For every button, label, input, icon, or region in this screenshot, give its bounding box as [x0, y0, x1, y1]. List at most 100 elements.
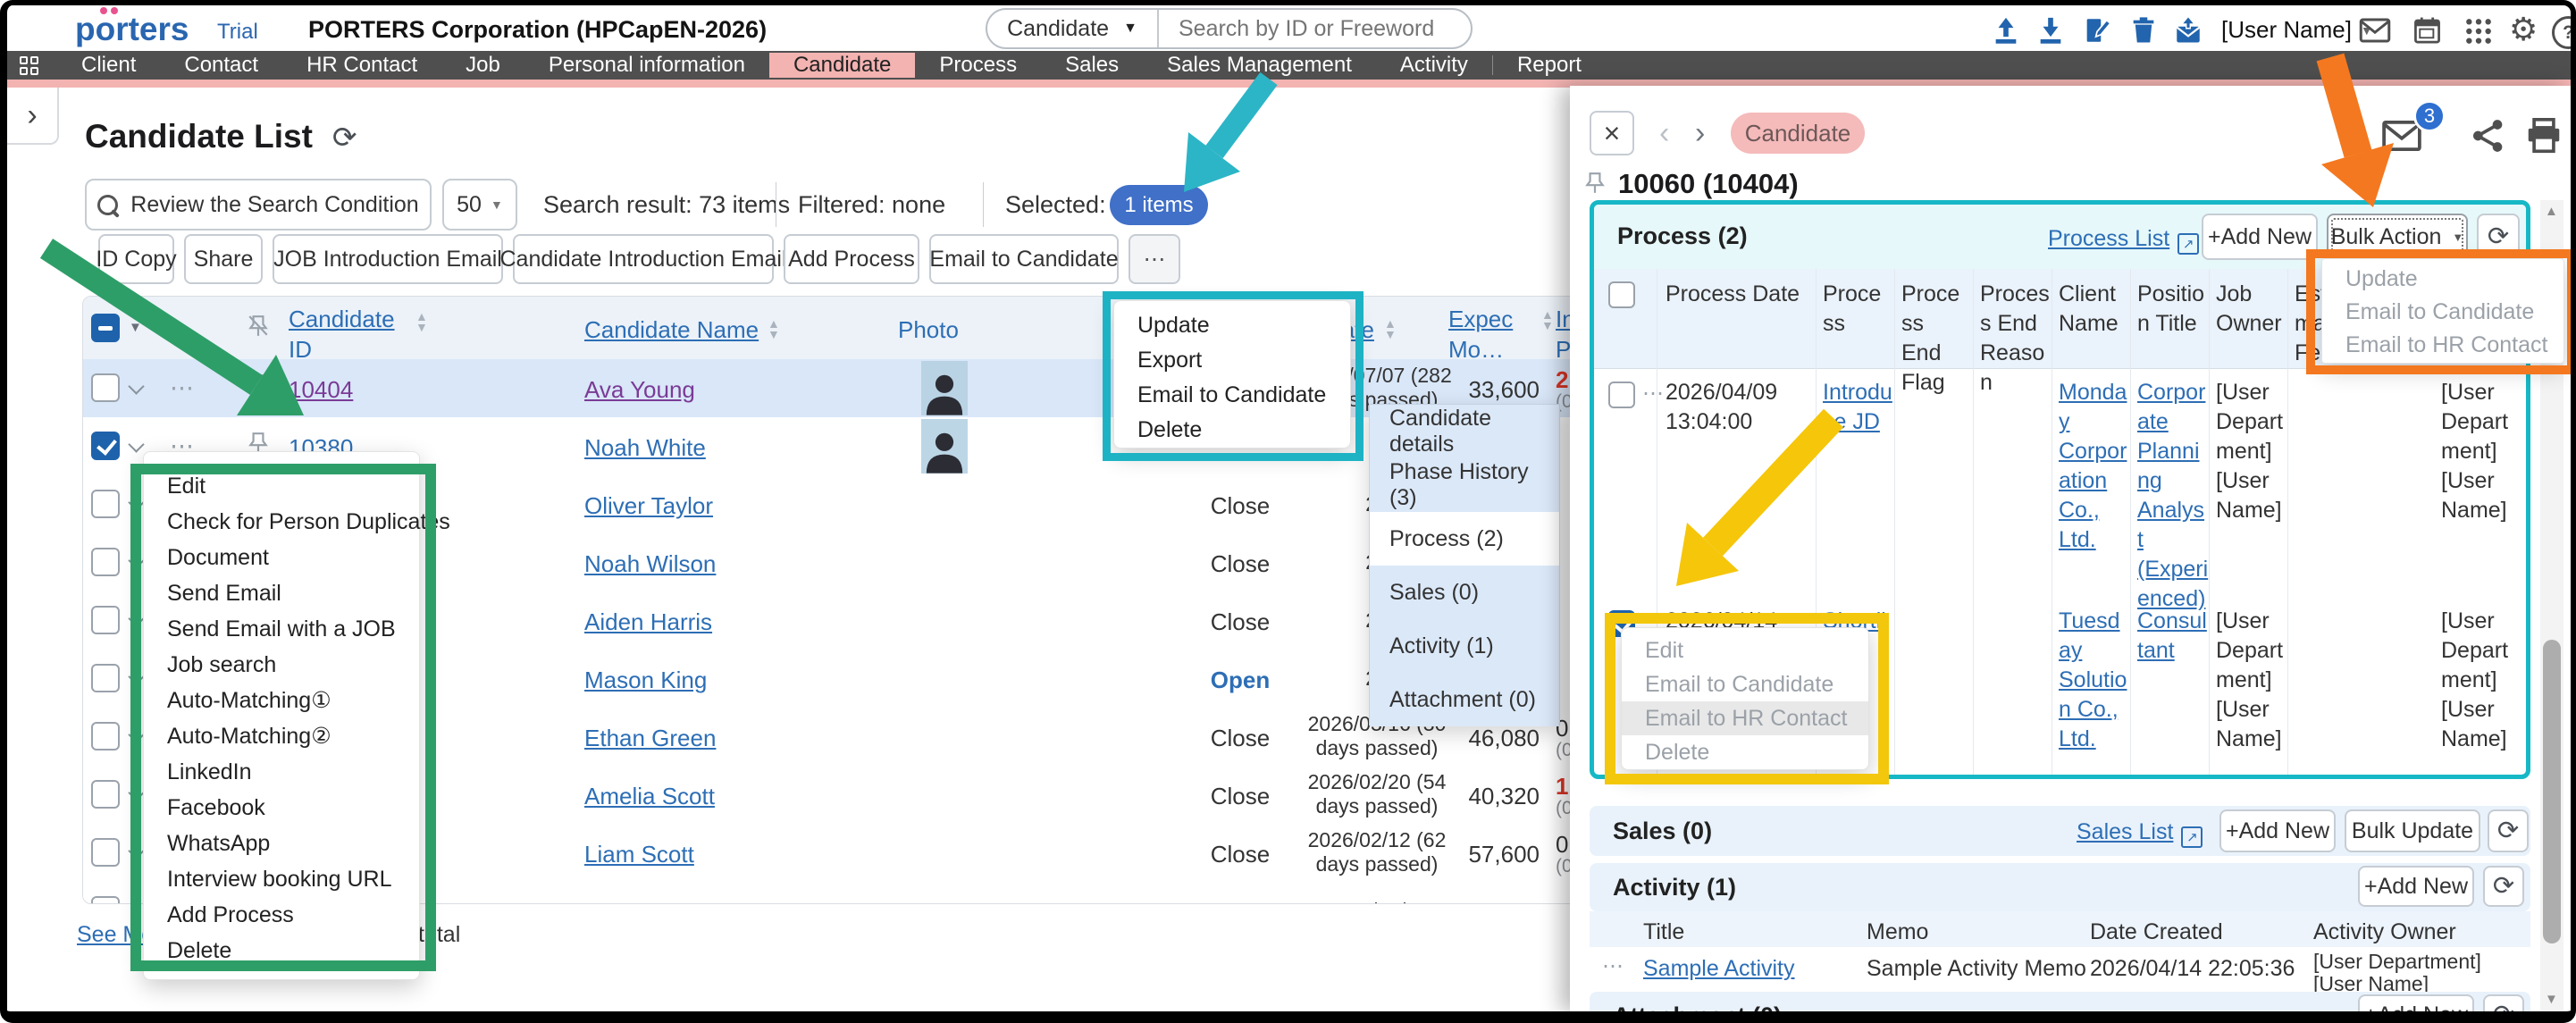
menu-item-send-email[interactable]: Send Email [167, 580, 281, 606]
menu-item-interview-booking-url[interactable]: Interview booking URL [167, 866, 392, 892]
nav-tab-candidate[interactable]: Candidate [768, 53, 916, 78]
bulk-edit-icon[interactable] [2082, 15, 2112, 46]
candidate-name-link[interactable]: Oliver Taylor [584, 492, 714, 519]
candidate-name-link[interactable]: Amelia Scott [584, 783, 715, 809]
panel-forward-icon[interactable]: › [1695, 116, 1706, 150]
row-caret-icon[interactable] [128, 843, 145, 859]
help-icon[interactable]: ? [2552, 16, 2576, 49]
nav-tab-job[interactable]: Job [466, 53, 500, 77]
id-copy-button[interactable]: ID Copy [96, 234, 177, 284]
download-icon[interactable] [2035, 15, 2066, 46]
candidate-name-link[interactable]: Noah White [584, 434, 706, 461]
add-process-button[interactable]: Add Process [784, 234, 919, 284]
menu-item-linkedin[interactable]: LinkedIn [167, 759, 252, 784]
process-add-new-button[interactable]: +Add New [2202, 214, 2318, 260]
apps-grid-icon[interactable] [2464, 17, 2493, 46]
nav-tab-personal-information[interactable]: Personal information [548, 53, 745, 77]
sort-icon[interactable]: ▲ ▼ [1384, 316, 1397, 341]
column-header-candidate-id[interactable]: Candidate ID [289, 306, 395, 364]
sales-add-new-button[interactable]: +Add New [2219, 809, 2336, 852]
nav-tab-process[interactable]: Process [939, 53, 1018, 77]
row-checkbox[interactable] [91, 780, 120, 809]
attachment-refresh-button[interactable]: ⟳ [2483, 994, 2524, 1012]
menu-item-auto-matching-2[interactable]: Auto-Matching② [167, 724, 331, 749]
calendar-icon[interactable] [2412, 15, 2442, 46]
sort-icon[interactable]: ▲ ▼ [415, 309, 428, 334]
panel-close-button[interactable]: × [1590, 111, 1634, 155]
row-more-icon[interactable]: ⋯ [170, 374, 197, 401]
process-list-link[interactable]: Process List ↗ [2048, 224, 2200, 255]
candidate-name-link[interactable]: Noah Wilson [584, 550, 717, 577]
review-search-condition-button[interactable]: Review the Search Condition [85, 179, 432, 231]
menu-item-email-to-hr-contact[interactable]: Email to HR Contact [1622, 701, 1868, 735]
menu-item-facebook[interactable]: Facebook [167, 794, 265, 820]
candidate-photo[interactable] [921, 361, 968, 415]
activity-row-more-icon[interactable]: ⋯ [1602, 954, 1626, 978]
scroll-down-icon[interactable]: ▼ [2545, 992, 2558, 1007]
record-pin-icon[interactable] [1584, 172, 1606, 195]
menu-item-process[interactable]: Process (2) [1370, 512, 1559, 566]
menu-item-email-to-candidate[interactable]: Email to Candidate [1645, 671, 1834, 697]
nav-tab-contact[interactable]: Contact [184, 53, 259, 77]
panel-share-icon[interactable] [2471, 118, 2506, 154]
candidate-name-link[interactable]: Ava Young [584, 376, 695, 403]
menu-item-email-to-hr-contact[interactable]: Email to HR Contact [2345, 332, 2548, 357]
candidate-id-link[interactable]: 10404 [289, 376, 354, 403]
nav-tab-sales[interactable]: Sales [1065, 53, 1120, 77]
menu-item-whatsapp[interactable]: WhatsApp [167, 830, 271, 856]
menu-item-activity[interactable]: Activity (1) [1370, 619, 1559, 673]
row-checkbox[interactable] [91, 838, 120, 867]
client-link[interactable]: Monday Corporation Co., Ltd. [2059, 380, 2127, 552]
row-caret-icon[interactable] [128, 378, 145, 395]
global-search-input[interactable] [1159, 14, 1471, 43]
row-caret-icon[interactable] [128, 552, 145, 569]
menu-item-auto-matching-1[interactable]: Auto-Matching① [167, 688, 331, 713]
panel-print-icon[interactable] [2524, 118, 2563, 154]
select-all-checkbox[interactable] [91, 314, 120, 342]
share-button[interactable]: Share [184, 234, 263, 284]
send-mail-icon[interactable] [2173, 15, 2203, 46]
menu-item-attachment[interactable]: Attachment (0) [1370, 673, 1559, 726]
sales-list-link[interactable]: Sales List ↗ [2077, 818, 2203, 848]
menu-item-phase-history[interactable]: Phase History (3) [1370, 458, 1559, 512]
position-link[interactable]: Corporate Planning Analyst (Experienced) [2137, 380, 2209, 611]
menu-item-delete[interactable]: Delete [1645, 739, 1710, 765]
candidate-name-link[interactable]: Liam Scott [584, 841, 694, 868]
row-checkbox[interactable] [91, 373, 120, 402]
sort-icon[interactable]: ▲ ▼ [768, 316, 780, 341]
sales-refresh-button[interactable]: ⟳ [2488, 809, 2529, 852]
row-checkbox[interactable] [91, 490, 120, 518]
process-row-checkbox[interactable] [1608, 382, 1635, 408]
row-caret-icon[interactable] [128, 610, 145, 627]
menu-item-update[interactable]: Update [1137, 313, 1210, 338]
menu-item-add-process[interactable]: Add Process [167, 901, 294, 927]
row-checkbox[interactable] [91, 722, 120, 750]
activity-refresh-button[interactable]: ⟳ [2483, 866, 2524, 907]
candidate-name-link[interactable]: Aiden Harris [584, 608, 713, 635]
candidate-photo[interactable] [921, 419, 968, 474]
client-link[interactable]: Tuesday Solution Co., Ltd. [2059, 608, 2127, 751]
row-checkbox[interactable] [91, 548, 120, 576]
job-introduction-email-button[interactable]: JOB Introduction Email [273, 234, 503, 284]
menu-item-email-to-candidate[interactable]: Email to Candidate [2345, 299, 2535, 324]
menu-item-delete[interactable]: Delete [167, 937, 232, 963]
panel-back-icon[interactable]: ‹ [1659, 116, 1670, 150]
scrollbar-thumb[interactable] [2543, 640, 2561, 943]
nav-tab-report[interactable]: Report [1516, 53, 1582, 77]
candidate-name-link[interactable]: Mason King [584, 667, 708, 693]
user-menu[interactable]: [User Name] ▼ [2221, 16, 2373, 44]
menu-item-delete[interactable]: Delete [1137, 417, 1203, 442]
nav-tab-activity[interactable]: Activity [1399, 53, 1468, 77]
activity-row[interactable]: ⋯ Sample Activity Sample Activity Memo 2… [1590, 947, 2530, 995]
page-size-select[interactable]: 50 ▼ [442, 179, 517, 231]
settings-gear-icon[interactable]: ⚙ [2509, 11, 2538, 47]
candidate-name-link[interactable]: Lisa Scott [584, 897, 686, 903]
menu-item-check-duplicates[interactable]: Check for Person Duplicates [167, 508, 450, 534]
search-scope-select[interactable]: Candidate ▼ [987, 10, 1157, 47]
menu-item-update[interactable]: Update [2345, 266, 2418, 291]
menu-item-export[interactable]: Export [1137, 348, 1203, 373]
scroll-up-icon[interactable]: ▲ [2545, 204, 2558, 219]
row-checkbox[interactable] [91, 664, 120, 692]
attachment-add-new-button[interactable]: +Add New [2358, 994, 2474, 1012]
process-refresh-button[interactable]: ⟳ [2477, 214, 2520, 260]
